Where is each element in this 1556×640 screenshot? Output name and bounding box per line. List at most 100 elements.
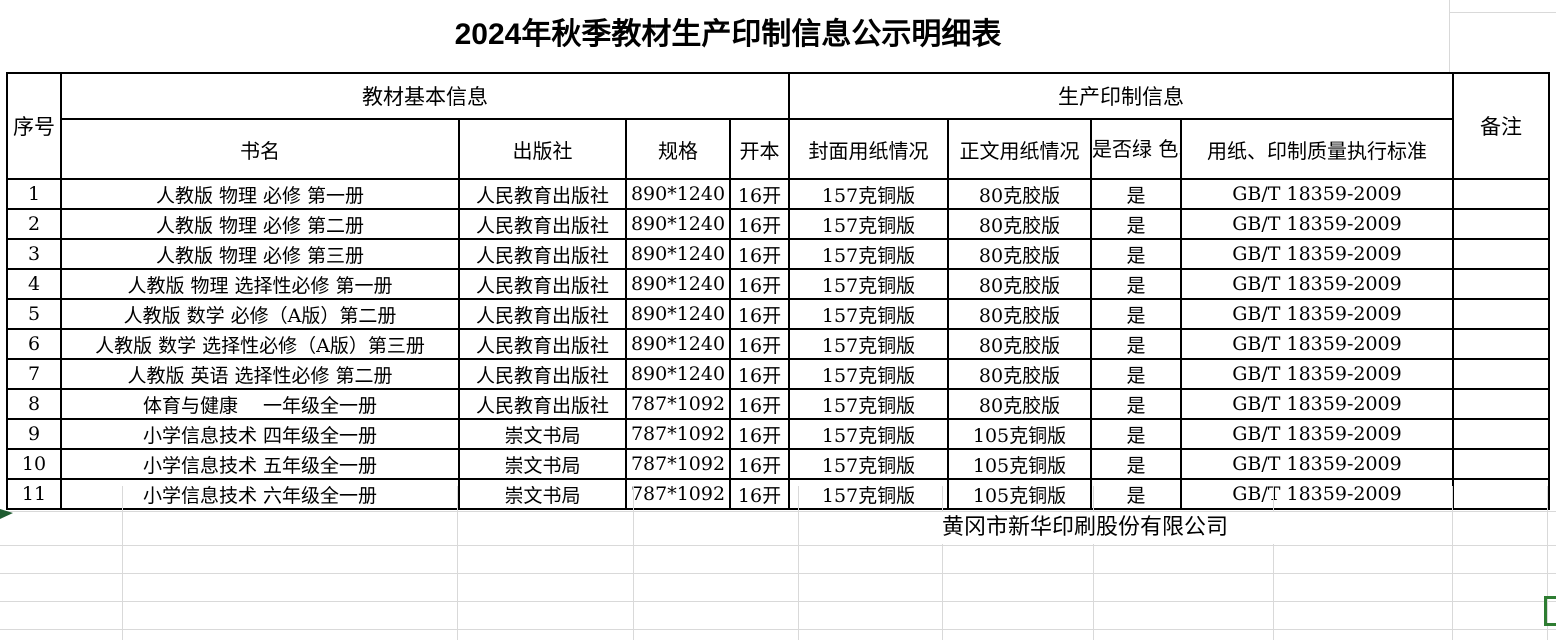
cell-green-print[interactable]: 是 xyxy=(1090,178,1182,210)
cell-book-name[interactable]: 小学信息技术 六年级全一册 xyxy=(60,478,460,510)
cell-green-print[interactable]: 是 xyxy=(1090,448,1182,480)
cell-body-paper[interactable]: 80克胶版 xyxy=(947,268,1092,300)
cell-publisher[interactable]: 人民教育出版社 xyxy=(458,268,627,300)
cell-format[interactable]: 16开 xyxy=(729,388,790,420)
cell-serial[interactable]: 10 xyxy=(6,448,62,480)
cell-publisher[interactable]: 崇文书局 xyxy=(458,448,627,480)
cell-serial[interactable]: 4 xyxy=(6,268,62,300)
cell-cover-paper[interactable]: 157克铜版 xyxy=(788,478,949,510)
cell-cover-paper[interactable]: 157克铜版 xyxy=(788,328,949,360)
cell-standard[interactable]: GB/T 18359-2009 xyxy=(1180,418,1454,450)
cell-spec[interactable]: 787*1092 xyxy=(625,418,731,450)
cell-green-print[interactable]: 是 xyxy=(1090,358,1182,390)
cell-book-name[interactable]: 人教版 数学 选择性必修（A版）第三册 xyxy=(60,328,460,360)
cell-cover-paper[interactable]: 157克铜版 xyxy=(788,448,949,480)
cell-green-print[interactable]: 是 xyxy=(1090,418,1182,450)
cell-book-name[interactable]: 小学信息技术 四年级全一册 xyxy=(60,418,460,450)
cell-book-name[interactable]: 人教版 数学 必修（A版）第二册 xyxy=(60,298,460,330)
cell-book-name[interactable]: 人教版 物理 选择性必修 第一册 xyxy=(60,268,460,300)
cell-serial[interactable]: 1 xyxy=(6,178,62,210)
cell-standard[interactable]: GB/T 18359-2009 xyxy=(1180,328,1454,360)
header-production-info-group[interactable]: 生产印制信息 xyxy=(788,72,1454,120)
cell-standard[interactable]: GB/T 18359-2009 xyxy=(1180,268,1454,300)
cell-remark[interactable] xyxy=(1452,328,1550,360)
cell-body-paper[interactable]: 80克胶版 xyxy=(947,178,1092,210)
cell-body-paper[interactable]: 80克胶版 xyxy=(947,358,1092,390)
cell-green-print[interactable]: 是 xyxy=(1090,388,1182,420)
cell-body-paper[interactable]: 105克铜版 xyxy=(947,418,1092,450)
cell-cover-paper[interactable]: 157克铜版 xyxy=(788,208,949,240)
cell-cover-paper[interactable]: 157克铜版 xyxy=(788,268,949,300)
cell-format[interactable]: 16开 xyxy=(729,358,790,390)
cell-green-print[interactable]: 是 xyxy=(1090,208,1182,240)
cell-standard[interactable]: GB/T 18359-2009 xyxy=(1180,238,1454,270)
cell-body-paper[interactable]: 80克胶版 xyxy=(947,238,1092,270)
cell-cover-paper[interactable]: 157克铜版 xyxy=(788,358,949,390)
cell-standard[interactable]: GB/T 18359-2009 xyxy=(1180,208,1454,240)
cell-remark[interactable] xyxy=(1452,358,1550,390)
cell-green-print[interactable]: 是 xyxy=(1090,238,1182,270)
cell-remark[interactable] xyxy=(1452,418,1550,450)
cell-cover-paper[interactable]: 157克铜版 xyxy=(788,388,949,420)
cell-green-print[interactable]: 是 xyxy=(1090,268,1182,300)
cell-cover-paper[interactable]: 157克铜版 xyxy=(788,238,949,270)
cell-format[interactable]: 16开 xyxy=(729,478,790,510)
cell-body-paper[interactable]: 80克胶版 xyxy=(947,388,1092,420)
cell-book-name[interactable]: 小学信息技术 五年级全一册 xyxy=(60,448,460,480)
cell-body-paper[interactable]: 80克胶版 xyxy=(947,298,1092,330)
cell-standard[interactable]: GB/T 18359-2009 xyxy=(1180,298,1454,330)
cell-remark[interactable] xyxy=(1452,208,1550,240)
cell-standard[interactable]: GB/T 18359-2009 xyxy=(1180,448,1454,480)
cell-spec[interactable]: 787*1092 xyxy=(625,388,731,420)
cell-standard[interactable]: GB/T 18359-2009 xyxy=(1180,478,1454,510)
company-name[interactable]: 黄冈市新华印刷股份有限公司 xyxy=(860,512,1310,544)
header-basic-info-group[interactable]: 教材基本信息 xyxy=(60,72,790,120)
cell-serial[interactable]: 11 xyxy=(6,478,62,510)
cell-green-print[interactable]: 是 xyxy=(1090,328,1182,360)
header-cover-paper[interactable]: 封面用纸情况 xyxy=(788,118,949,180)
cell-publisher[interactable]: 人民教育出版社 xyxy=(458,238,627,270)
cell-remark[interactable] xyxy=(1452,268,1550,300)
active-cell-selection[interactable] xyxy=(1544,596,1556,626)
cell-format[interactable]: 16开 xyxy=(729,178,790,210)
cell-cover-paper[interactable]: 157克铜版 xyxy=(788,298,949,330)
cell-spec[interactable]: 890*1240 xyxy=(625,328,731,360)
cell-standard[interactable]: GB/T 18359-2009 xyxy=(1180,358,1454,390)
cell-publisher[interactable]: 崇文书局 xyxy=(458,418,627,450)
cell-format[interactable]: 16开 xyxy=(729,238,790,270)
cell-publisher[interactable]: 人民教育出版社 xyxy=(458,388,627,420)
header-serial[interactable]: 序号 xyxy=(6,72,62,180)
cell-format[interactable]: 16开 xyxy=(729,208,790,240)
cell-body-paper[interactable]: 80克胶版 xyxy=(947,328,1092,360)
cell-remark[interactable] xyxy=(1452,478,1550,510)
cell-serial[interactable]: 9 xyxy=(6,418,62,450)
header-remark[interactable]: 备注 xyxy=(1452,72,1550,180)
cell-green-print[interactable]: 是 xyxy=(1090,298,1182,330)
cell-publisher[interactable]: 人民教育出版社 xyxy=(458,328,627,360)
cell-publisher[interactable]: 人民教育出版社 xyxy=(458,178,627,210)
cell-serial[interactable]: 5 xyxy=(6,298,62,330)
cell-format[interactable]: 16开 xyxy=(729,298,790,330)
cell-remark[interactable] xyxy=(1452,178,1550,210)
cell-book-name[interactable]: 人教版 物理 必修 第三册 xyxy=(60,238,460,270)
cell-spec[interactable]: 890*1240 xyxy=(625,208,731,240)
cell-spec[interactable]: 890*1240 xyxy=(625,298,731,330)
cell-body-paper[interactable]: 105克铜版 xyxy=(947,478,1092,510)
cell-serial[interactable]: 7 xyxy=(6,358,62,390)
cell-spec[interactable]: 890*1240 xyxy=(625,358,731,390)
cell-format[interactable]: 16开 xyxy=(729,328,790,360)
cell-remark[interactable] xyxy=(1452,298,1550,330)
page-title[interactable]: 2024年秋季教材生产印制信息公示明细表 xyxy=(454,18,1002,51)
cell-remark[interactable] xyxy=(1452,238,1550,270)
cell-spec[interactable]: 890*1240 xyxy=(625,268,731,300)
cell-serial[interactable]: 8 xyxy=(6,388,62,420)
cell-format[interactable]: 16开 xyxy=(729,418,790,450)
header-spec[interactable]: 规格 xyxy=(625,118,731,180)
header-standard[interactable]: 用纸、印制质量执行标准 xyxy=(1180,118,1454,180)
cell-book-name[interactable]: 人教版 物理 必修 第一册 xyxy=(60,178,460,210)
cell-publisher[interactable]: 人民教育出版社 xyxy=(458,208,627,240)
header-format[interactable]: 开本 xyxy=(729,118,790,180)
cell-book-name[interactable]: 人教版 英语 选择性必修 第二册 xyxy=(60,358,460,390)
cell-spec[interactable]: 890*1240 xyxy=(625,238,731,270)
cell-green-print[interactable]: 是 xyxy=(1090,478,1182,510)
